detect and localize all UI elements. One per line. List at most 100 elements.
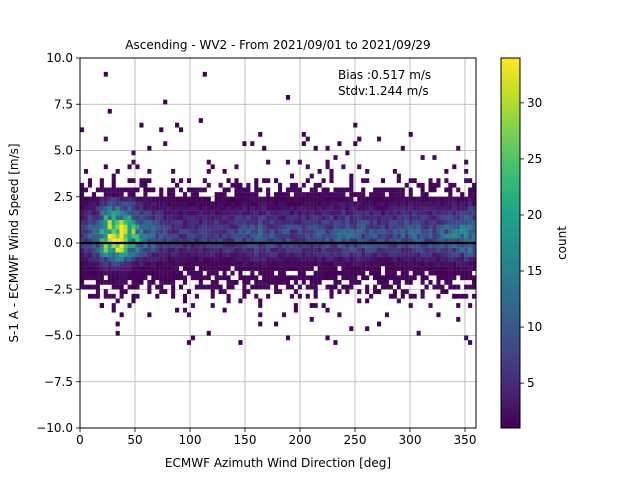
heatmap-cell — [404, 201, 409, 207]
heatmap-cell — [222, 256, 227, 262]
heatmap-cell — [452, 261, 457, 267]
heatmap-cell — [436, 275, 441, 281]
heatmap-cell — [329, 215, 334, 221]
heatmap-cell — [171, 233, 176, 239]
heatmap-cell — [238, 247, 243, 253]
heatmap-cell — [404, 206, 409, 211]
y-tick-label: −5.0 — [44, 329, 73, 343]
heatmap-cell — [404, 238, 409, 244]
heatmap-cell — [353, 266, 358, 271]
heatmap-cell — [230, 215, 235, 221]
heatmap-cell — [238, 192, 243, 197]
heatmap-cell — [345, 196, 350, 202]
heatmap-cell — [305, 136, 310, 142]
heatmap-cell — [254, 196, 259, 202]
heatmap-cell — [218, 229, 223, 234]
heatmap-cell — [444, 187, 449, 193]
heatmap-cell — [139, 182, 144, 188]
heatmap-cell — [242, 210, 247, 216]
heatmap-cell — [131, 206, 136, 211]
heatmap-cell — [301, 252, 306, 258]
heatmap-cell — [186, 196, 192, 202]
heatmap-cell — [440, 284, 445, 290]
heatmap-cell — [103, 270, 108, 276]
heatmap-cell — [206, 266, 211, 271]
heatmap-cell — [444, 252, 449, 258]
heatmap-cell — [396, 215, 401, 221]
colorbar-tick-label: 5 — [527, 376, 535, 390]
heatmap-cell — [230, 224, 235, 230]
heatmap-cell — [147, 284, 152, 290]
heatmap-cell — [155, 215, 160, 221]
heatmap-cell — [179, 219, 184, 225]
heatmap-cell — [135, 238, 140, 244]
heatmap-cell — [250, 284, 255, 290]
heatmap-cell — [226, 256, 231, 262]
heatmap-cell — [230, 233, 235, 239]
heatmap-cell — [388, 196, 393, 202]
heatmap-cell — [139, 201, 144, 207]
heatmap-cell — [408, 233, 413, 239]
heatmap-cell — [147, 178, 152, 184]
heatmap-cell — [309, 266, 314, 271]
heatmap-cell — [468, 219, 473, 225]
heatmap-cell — [289, 243, 294, 248]
heatmap-cell — [325, 219, 330, 225]
heatmap-cell — [171, 270, 176, 276]
heatmap-cell — [448, 201, 453, 207]
heatmap-cell — [321, 210, 326, 216]
heatmap-cell — [337, 243, 342, 248]
heatmap-cell — [218, 182, 223, 188]
heatmap-cell — [270, 238, 275, 244]
heatmap-cell — [309, 201, 314, 207]
heatmap-cell — [452, 210, 457, 216]
heatmap-cell — [345, 210, 350, 216]
heatmap-cell — [190, 335, 195, 341]
heatmap-cell — [206, 201, 211, 207]
heatmap-cell — [309, 196, 314, 202]
heatmap-cell — [246, 275, 251, 281]
heatmap-cell — [285, 233, 291, 239]
heatmap-cell — [99, 219, 104, 225]
heatmap-cell — [258, 266, 263, 271]
heatmap-cell — [345, 289, 350, 295]
heatmap-cell — [424, 201, 429, 207]
heatmap-cell — [380, 187, 386, 193]
heatmap-cell — [460, 243, 465, 248]
heatmap-cell — [179, 256, 184, 262]
heatmap-cell — [234, 187, 239, 193]
heatmap-cell — [159, 229, 164, 234]
heatmap-cell — [357, 298, 362, 304]
heatmap-cell — [111, 178, 116, 184]
heatmap-cell — [202, 256, 207, 262]
heatmap-cell — [452, 256, 457, 262]
heatmap-cell — [270, 233, 275, 239]
heatmap-cell — [254, 215, 259, 221]
heatmap-cell — [159, 219, 164, 225]
heatmap-cell — [123, 206, 128, 211]
heatmap-cell — [293, 243, 298, 248]
heatmap-cell — [127, 178, 132, 184]
heatmap-cell — [214, 280, 219, 285]
heatmap-cell — [198, 270, 203, 276]
heatmap-cell — [452, 266, 457, 271]
heatmap-cell — [250, 210, 255, 216]
heatmap-cell — [412, 210, 417, 216]
heatmap-cell — [262, 256, 267, 262]
heatmap-cell — [131, 224, 136, 230]
y-tick-label: 7.5 — [54, 97, 73, 111]
heatmap-cell — [218, 196, 223, 202]
heatmap-cell — [163, 243, 168, 248]
heatmap-cell — [412, 224, 417, 230]
heatmap-cell — [147, 312, 152, 318]
heatmap-cell — [416, 201, 421, 207]
heatmap-cell — [159, 224, 164, 230]
heatmap-cell — [222, 210, 227, 216]
heatmap-cell — [131, 187, 136, 193]
heatmap-cell — [171, 215, 176, 221]
heatmap-cell — [218, 275, 223, 281]
heatmap-cell — [262, 145, 267, 151]
heatmap-cell — [321, 303, 326, 308]
heatmap-cell — [313, 187, 318, 193]
heatmap-cell — [167, 206, 172, 211]
